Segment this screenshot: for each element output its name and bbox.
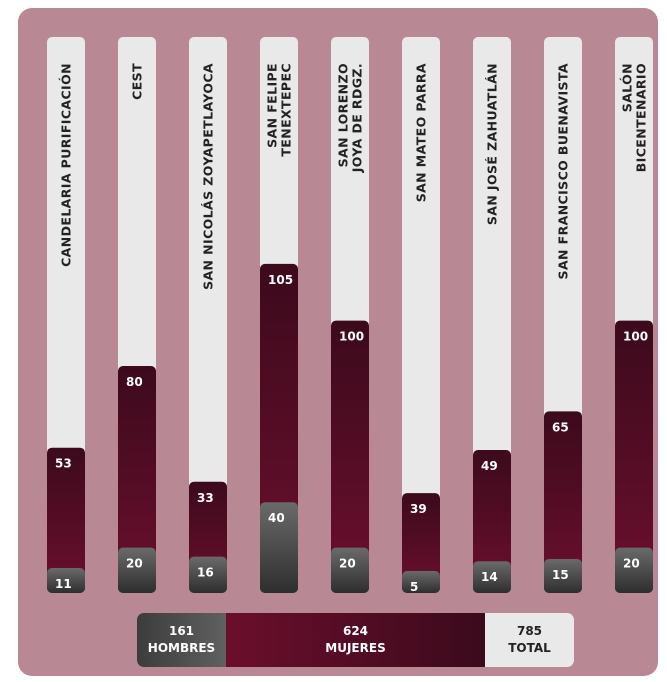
mujeres-total-value: 624 — [342, 624, 369, 638]
value-hombres-san-jose-zahuatlan: 14 — [481, 570, 498, 584]
hombres-total-label: HOMBRES — [147, 641, 216, 655]
category-label-san-felipe-tenextepec: SAN FELIPETENEXTEPEC — [265, 63, 294, 157]
bar-mujeres-salon-bicentenario — [615, 320, 653, 593]
value-hombres-san-mateo-parra: 5 — [410, 580, 418, 594]
category-label-line: SAN JOSÉ ZAHUATLÁN — [485, 63, 500, 225]
value-mujeres-san-lorenzo-joya-de-rdgz: 100 — [339, 330, 364, 344]
category-label-line: SAN MATEO PARRA — [414, 63, 429, 202]
bar-hombres-san-lorenzo-joya-de-rdgz — [331, 547, 369, 593]
category-label-candelaria-purificacion: CANDELARIA PURIFICACIÓN — [59, 63, 74, 267]
bar-hombres-san-mateo-parra — [402, 571, 440, 593]
value-hombres-san-lorenzo-joya-de-rdgz: 20 — [339, 557, 356, 571]
hombres-total-value: 161 — [168, 624, 195, 638]
bar-track-san-nicolas-zoyapetlayoca — [189, 37, 227, 593]
category-label-salon-bicentenario: SALÓNBICENTENARIO — [620, 63, 649, 172]
value-hombres-san-nicolas-zoyapetlayoca: 16 — [197, 566, 214, 580]
grand-total-value: 785 — [516, 624, 543, 638]
mujeres-total-label: MUJERES — [325, 641, 386, 655]
category-label-line: SAN FRANCISCO BUENAVISTA — [556, 63, 571, 279]
value-mujeres-san-felipe-tenextepec: 105 — [268, 273, 293, 287]
bar-hombres-cest — [118, 547, 156, 593]
bar-mujeres-san-mateo-parra — [402, 493, 440, 593]
bar-mujeres-san-lorenzo-joya-de-rdgz — [331, 320, 369, 593]
value-hombres-san-felipe-tenextepec: 40 — [268, 511, 285, 525]
value-mujeres-san-francisco-buenavista: 65 — [552, 420, 569, 434]
bar-hombres-salon-bicentenario — [615, 547, 653, 593]
category-label-line: CEST — [130, 63, 145, 100]
mujeres-total: 624 MUJERES — [226, 613, 485, 667]
value-mujeres-san-nicolas-zoyapetlayoca: 33 — [197, 491, 214, 505]
value-mujeres-candelaria-purificacion: 53 — [55, 457, 72, 471]
category-label-san-jose-zahuatlan: SAN JOSÉ ZAHUATLÁN — [485, 63, 500, 225]
category-label-line: BICENTENARIO — [634, 63, 649, 172]
bar-track-san-mateo-parra — [402, 37, 440, 593]
category-label-cest: CEST — [130, 63, 145, 100]
bar-mujeres-san-jose-zahuatlan — [473, 449, 511, 593]
bar-mujeres-candelaria-purificacion — [47, 447, 85, 593]
grand-total: 785 TOTAL — [485, 613, 574, 667]
value-mujeres-san-mateo-parra: 39 — [410, 502, 427, 516]
bar-hombres-san-nicolas-zoyapetlayoca — [189, 556, 227, 593]
bar-hombres-san-jose-zahuatlan — [473, 561, 511, 593]
category-label-san-francisco-buenavista: SAN FRANCISCO BUENAVISTA — [556, 63, 571, 279]
bar-mujeres-cest — [118, 366, 156, 593]
bar-hombres-san-francisco-buenavista — [544, 558, 582, 593]
value-mujeres-cest: 80 — [126, 375, 143, 389]
bar-hombres-san-felipe-tenextepec — [260, 502, 298, 593]
value-mujeres-san-jose-zahuatlan: 49 — [481, 459, 498, 473]
value-hombres-san-francisco-buenavista: 15 — [552, 568, 569, 582]
category-label-line: TENEXTEPEC — [279, 63, 294, 157]
category-label-line: CANDELARIA PURIFICACIÓN — [59, 63, 74, 267]
category-label-line: SAN NICOLÁS ZOYAPETLAYOCA — [201, 63, 216, 290]
value-hombres-candelaria-purificacion: 11 — [55, 577, 72, 591]
category-label-line: JOYA DE RDGZ. — [350, 63, 365, 173]
category-label-line: SALÓN — [620, 63, 635, 112]
category-label-san-lorenzo-joya-de-rdgz: SAN LORENZOJOYA DE RDGZ. — [336, 63, 365, 173]
hombres-total: 161 HOMBRES — [137, 613, 226, 667]
category-label-line: SAN FELIPE — [265, 63, 280, 148]
value-mujeres-salon-bicentenario: 100 — [623, 330, 648, 344]
grand-total-label: TOTAL — [508, 641, 551, 655]
totals-bar: 161 HOMBRES 624 MUJERES 785 TOTAL — [137, 613, 574, 667]
value-hombres-salon-bicentenario: 20 — [623, 557, 640, 571]
category-label-line: SAN LORENZO — [336, 63, 351, 167]
category-label-san-mateo-parra: SAN MATEO PARRA — [414, 63, 429, 202]
bar-hombres-candelaria-purificacion — [47, 568, 85, 593]
bar-mujeres-san-francisco-buenavista — [544, 411, 582, 593]
category-label-san-nicolas-zoyapetlayoca: SAN NICOLÁS ZOYAPETLAYOCA — [201, 63, 216, 290]
value-hombres-cest: 20 — [126, 557, 143, 571]
